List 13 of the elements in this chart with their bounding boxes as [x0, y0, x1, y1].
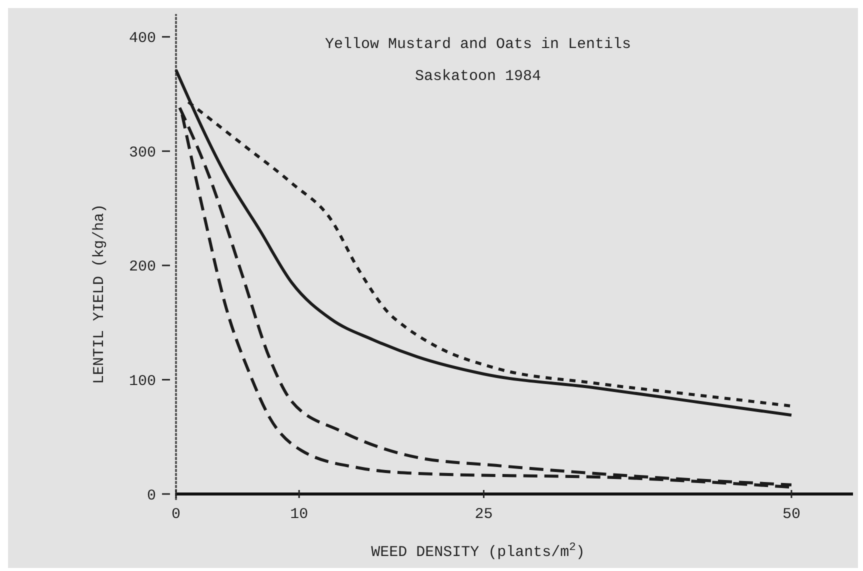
- text: Saskatoon 1984: [414, 68, 542, 85]
- x-tick-label: 10: [290, 506, 308, 523]
- x-tick-label: 25: [474, 506, 493, 523]
- y-tick-label: 300: [128, 144, 156, 162]
- y-tick-label: 400: [128, 30, 156, 48]
- y-tick-label: 0: [146, 487, 156, 504]
- x-tick-label: 0: [171, 506, 181, 523]
- text: Yellow Mustard and Oats in Lentils: [324, 36, 632, 53]
- y-axis-title: LENTIL YIELD (kg/ha): [91, 204, 108, 384]
- y-tick-label: 200: [128, 258, 156, 276]
- y-tick-label: 100: [128, 372, 156, 390]
- x-axis-title: WEED DENSITY (plants/m$^{2}$): [371, 542, 585, 561]
- x-tick-label: 50: [782, 506, 800, 523]
